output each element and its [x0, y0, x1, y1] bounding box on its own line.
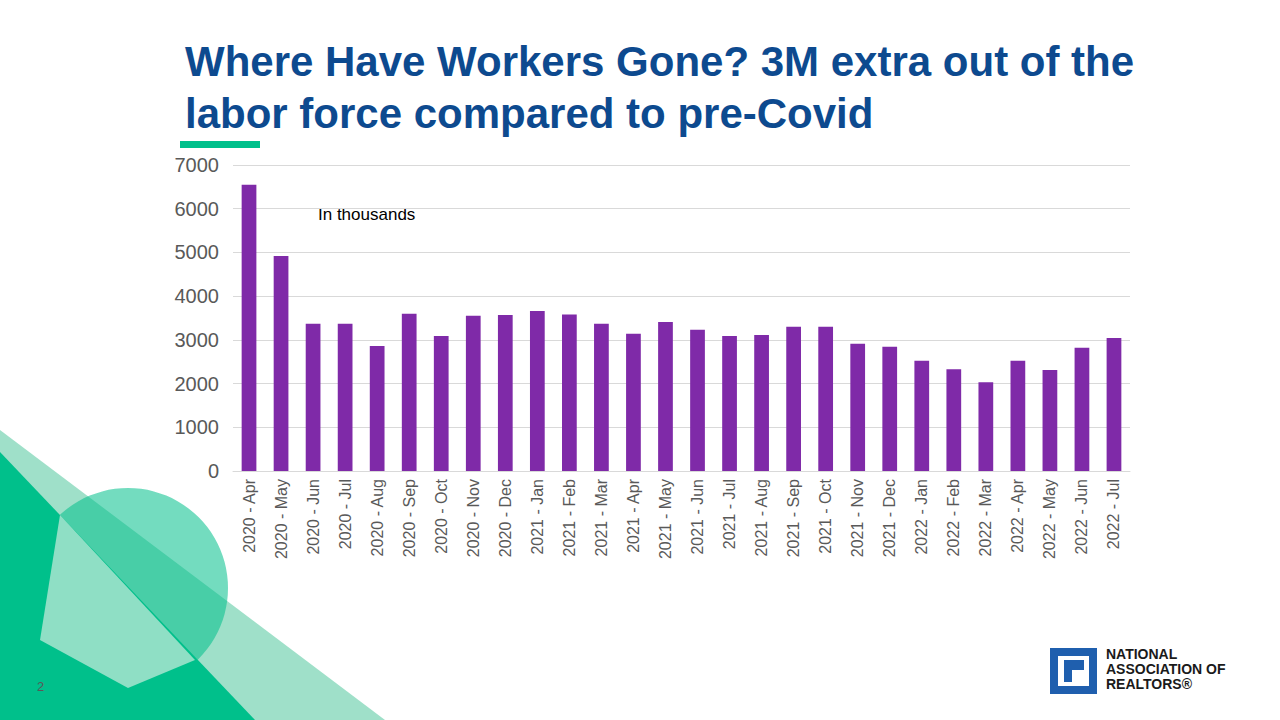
svg-text:6000: 6000: [175, 198, 220, 220]
svg-text:REALTORS®: REALTORS®: [1106, 676, 1193, 692]
svg-text:ASSOCIATION OF: ASSOCIATION OF: [1106, 661, 1226, 677]
svg-text:2021 - Aug: 2021 - Aug: [753, 479, 770, 556]
svg-text:2020 - Sep: 2020 - Sep: [401, 479, 418, 557]
svg-text:2022 - May: 2022 - May: [1041, 479, 1058, 559]
svg-text:3000: 3000: [175, 329, 220, 351]
svg-text:Where Have Workers Gone? 3M ex: Where Have Workers Gone? 3M extra out of…: [185, 38, 1146, 85]
svg-text:2020 - Oct: 2020 - Oct: [433, 478, 450, 553]
svg-text:2022 - Feb: 2022 - Feb: [945, 479, 962, 556]
svg-text:2022 - Mar: 2022 - Mar: [977, 478, 994, 556]
svg-text:2020 - Aug: 2020 - Aug: [369, 479, 386, 556]
svg-text:labor force compared to pre-Co: labor force compared to pre-Covid: [185, 90, 873, 137]
svg-text:2020 - Dec: 2020 - Dec: [497, 479, 514, 557]
svg-text:1000: 1000: [175, 416, 220, 438]
svg-text:2022 - Jul: 2022 - Jul: [1105, 479, 1122, 549]
svg-text:In thousands: In thousands: [318, 205, 415, 224]
svg-text:2021 - Oct: 2021 - Oct: [817, 478, 834, 553]
svg-text:2020 - Nov: 2020 - Nov: [465, 479, 482, 557]
svg-text:7000: 7000: [175, 154, 220, 176]
svg-text:2021 - Jun: 2021 - Jun: [689, 479, 706, 555]
svg-text:2021 - May: 2021 - May: [657, 479, 674, 559]
svg-text:2021 - Jan: 2021 - Jan: [529, 479, 546, 555]
svg-text:2021 - Nov: 2021 - Nov: [849, 479, 866, 557]
svg-text:NATIONAL: NATIONAL: [1106, 646, 1178, 662]
svg-text:2020 - Jun: 2020 - Jun: [305, 479, 322, 555]
svg-text:2021 - Dec: 2021 - Dec: [881, 479, 898, 557]
svg-text:2020 - May: 2020 - May: [273, 479, 290, 559]
svg-text:2020 - Jul: 2020 - Jul: [337, 479, 354, 549]
svg-text:2021 - Jul: 2021 - Jul: [721, 479, 738, 549]
svg-text:2021 - Apr: 2021 - Apr: [625, 478, 642, 553]
svg-text:5000: 5000: [175, 241, 220, 263]
svg-text:2021 - Sep: 2021 - Sep: [785, 479, 802, 557]
svg-text:2022 - Jun: 2022 - Jun: [1073, 479, 1090, 555]
svg-text:2022 - Apr: 2022 - Apr: [1009, 478, 1026, 553]
svg-text:2022 - Jan: 2022 - Jan: [913, 479, 930, 555]
svg-text:2020 - Apr: 2020 - Apr: [241, 478, 258, 553]
svg-text:2: 2: [37, 679, 44, 694]
svg-text:0: 0: [208, 460, 219, 482]
svg-text:2021 - Mar: 2021 - Mar: [593, 478, 610, 556]
svg-text:4000: 4000: [175, 285, 220, 307]
svg-text:2021 - Feb: 2021 - Feb: [561, 479, 578, 556]
svg-text:2000: 2000: [175, 373, 220, 395]
